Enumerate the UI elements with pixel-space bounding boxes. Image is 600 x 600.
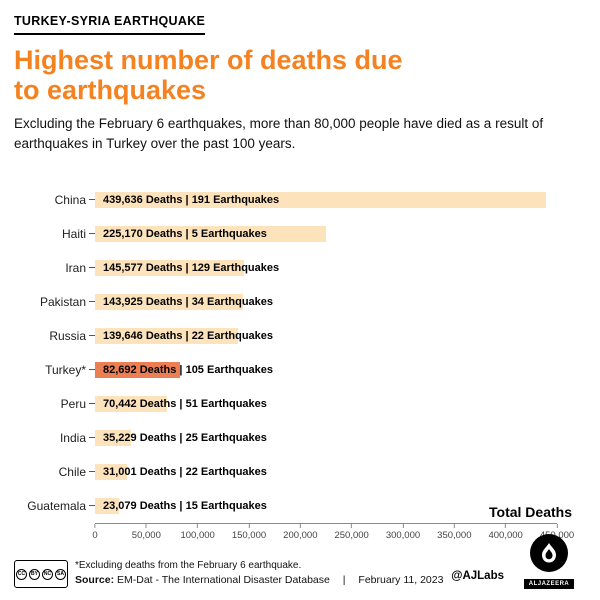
bar-category-label: Turkey*	[45, 362, 86, 377]
bar	[95, 327, 239, 344]
bar-category-label: Chile	[58, 464, 86, 479]
bar-category-label: India	[59, 430, 86, 445]
source-separator: |	[342, 574, 346, 586]
chart-row: Haiti 225,170 Deaths | 5 Earthquakes	[14, 217, 586, 251]
bar-category-label: Iran	[65, 260, 86, 275]
chart-row: Iran 145,577 Deaths | 129 Earthquakes	[14, 251, 586, 285]
bar-plot-area: 139,646 Deaths | 22 Earthquakes	[95, 319, 557, 353]
bar-category-label: Pakistan	[39, 294, 86, 309]
chart-rows: China 439,636 Deaths | 191 Earthquakes Hai…	[14, 183, 586, 523]
x-axis-tick: 400,000	[488, 523, 523, 541]
bar-value-label: 23,079 Deaths | 15 Earthquakes	[103, 499, 267, 512]
bar-plot-area: 70,442 Deaths | 51 Earthquakes	[95, 387, 557, 421]
x-axis-tick: 350,000	[437, 523, 472, 541]
x-axis-tick: 200,000	[283, 523, 318, 541]
bar-value-label: 145,577 Deaths | 129 Earthquakes	[103, 261, 280, 274]
bar-value-label: 225,170 Deaths | 5 Earthquakes	[103, 227, 267, 240]
category-tick	[89, 199, 95, 201]
bar-plot-area: 23,079 Deaths | 15 Earthquakes	[95, 489, 557, 523]
source-label: Source:	[75, 574, 115, 586]
bar	[95, 497, 119, 514]
x-axis-tick: 300,000	[386, 523, 420, 541]
chart-row: India 35,229 Deaths | 25 Earthquakes	[14, 421, 586, 455]
chart-row: Guatemala 23,079 Deaths | 15 Earthquakes	[14, 489, 586, 523]
bar-category-label: Haiti	[61, 226, 86, 241]
source-date: February 11, 2023	[358, 574, 444, 586]
bar-category-label: Guatemala	[27, 498, 86, 513]
by-license-icon: BY	[29, 568, 40, 580]
page-title: Highest number of deaths due to earthqua…	[14, 45, 574, 105]
source-line: Source: EM-Dat - The International Disas…	[75, 574, 443, 586]
category-tick	[89, 403, 95, 405]
aljazeera-logo-icon	[530, 534, 568, 572]
category-tick	[89, 335, 95, 337]
bar-value-label: 439,636 Deaths | 191 Earthquakes	[103, 193, 280, 206]
creative-commons-badge: CC BY NC SA	[14, 560, 68, 588]
bar-plot-area: 35,229 Deaths | 25 Earthquakes	[95, 421, 557, 455]
bar	[95, 293, 243, 310]
bar-value-label: 139,646 Deaths | 22 Earthquakes	[103, 329, 274, 342]
bar-plot-area: 225,170 Deaths | 5 Earthquakes	[95, 217, 557, 251]
aljazeera-flame-icon	[542, 543, 556, 563]
chart-row: China 439,636 Deaths | 191 Earthquakes	[14, 183, 586, 217]
bar	[95, 395, 168, 412]
category-tick	[89, 505, 95, 507]
kicker-label: TURKEY-SYRIA EARTHQUAKE	[14, 14, 206, 35]
bar-highlighted	[95, 361, 180, 378]
aljazeera-wordmark: ALJAZEERA	[523, 579, 575, 589]
footer: CC BY NC SA *Excluding deaths from the Febr…	[0, 534, 600, 590]
axis-title: Total Deaths	[489, 503, 572, 520]
cc-icons: CC BY NC SA	[16, 568, 66, 580]
bar-category-label: Peru	[60, 396, 86, 411]
subtitle: Excluding the February 6 earthquakes, mo…	[14, 116, 544, 151]
sa-license-icon: SA	[55, 568, 66, 580]
bar-plot-area: 82,692 Deaths | 105 Earthquakes	[95, 353, 557, 387]
chart-row: Chile 31,001 Deaths | 22 Earthquakes	[14, 455, 586, 489]
footnote: *Excluding deaths from the February 6 ea…	[75, 560, 302, 571]
category-tick	[89, 437, 95, 439]
category-tick	[89, 471, 95, 473]
bar-value-label: 35,229 Deaths | 25 Earthquakes	[103, 431, 267, 444]
bar	[95, 191, 547, 208]
ajlabs-credit: @AJLabs	[451, 570, 504, 582]
title-line-2: to earthquakes	[14, 75, 207, 106]
category-tick	[89, 369, 95, 371]
chart-row: Pakistan 143,925 Deaths | 34 Earthquakes	[14, 285, 586, 319]
bar-chart: China 439,636 Deaths | 191 Earthquakes Hai…	[14, 183, 586, 548]
cc-license-icon: CC	[16, 568, 27, 580]
bar	[95, 429, 132, 446]
x-axis-tick: 250,000	[334, 523, 369, 541]
chart-row: Russia 139,646 Deaths | 22 Earthquakes	[14, 319, 586, 353]
bar-plot-area: 143,925 Deaths | 34 Earthquakes	[95, 285, 557, 319]
chart-row: Turkey* 82,692 Deaths | 105 Earthquakes	[14, 353, 586, 387]
bar	[95, 225, 327, 242]
nc-license-icon: NC	[42, 568, 53, 580]
category-tick	[89, 233, 95, 235]
x-axis-tick: 50,000	[132, 523, 161, 541]
bar-value-label: 82,692 Deaths | 105 Earthquakes	[103, 363, 274, 376]
category-tick	[89, 301, 95, 303]
bar-plot-area: 31,001 Deaths | 22 Earthquakes	[95, 455, 557, 489]
bar-value-label: 70,442 Deaths | 51 Earthquakes	[103, 397, 267, 410]
title-line-1: Highest number of deaths due	[14, 45, 403, 75]
bar-value-label: 31,001 Deaths | 22 Earthquakes	[103, 465, 267, 478]
bar-category-label: China	[54, 192, 86, 207]
source-text: EM-Dat - The International Disaster Data…	[117, 574, 330, 586]
bar-category-label: Russia	[49, 328, 86, 343]
x-axis-tick: 150,000	[232, 523, 266, 541]
chart-row: Peru 70,442 Deaths | 51 Earthquakes	[14, 387, 586, 421]
bar-plot-area: 145,577 Deaths | 129 Earthquakes	[95, 251, 557, 285]
x-axis-tick: 100,000	[180, 523, 215, 541]
bar	[95, 259, 245, 276]
bar-plot-area: 439,636 Deaths | 191 Earthquakes	[95, 183, 557, 217]
x-axis-tick: 0	[92, 523, 98, 541]
category-tick	[89, 267, 95, 269]
footnotes: *Excluding deaths from the February 6 ea…	[75, 560, 443, 586]
bar-value-label: 143,925 Deaths | 34 Earthquakes	[103, 295, 274, 308]
bar	[95, 463, 127, 480]
aljazeera-logo: ALJAZEERA	[512, 534, 586, 590]
